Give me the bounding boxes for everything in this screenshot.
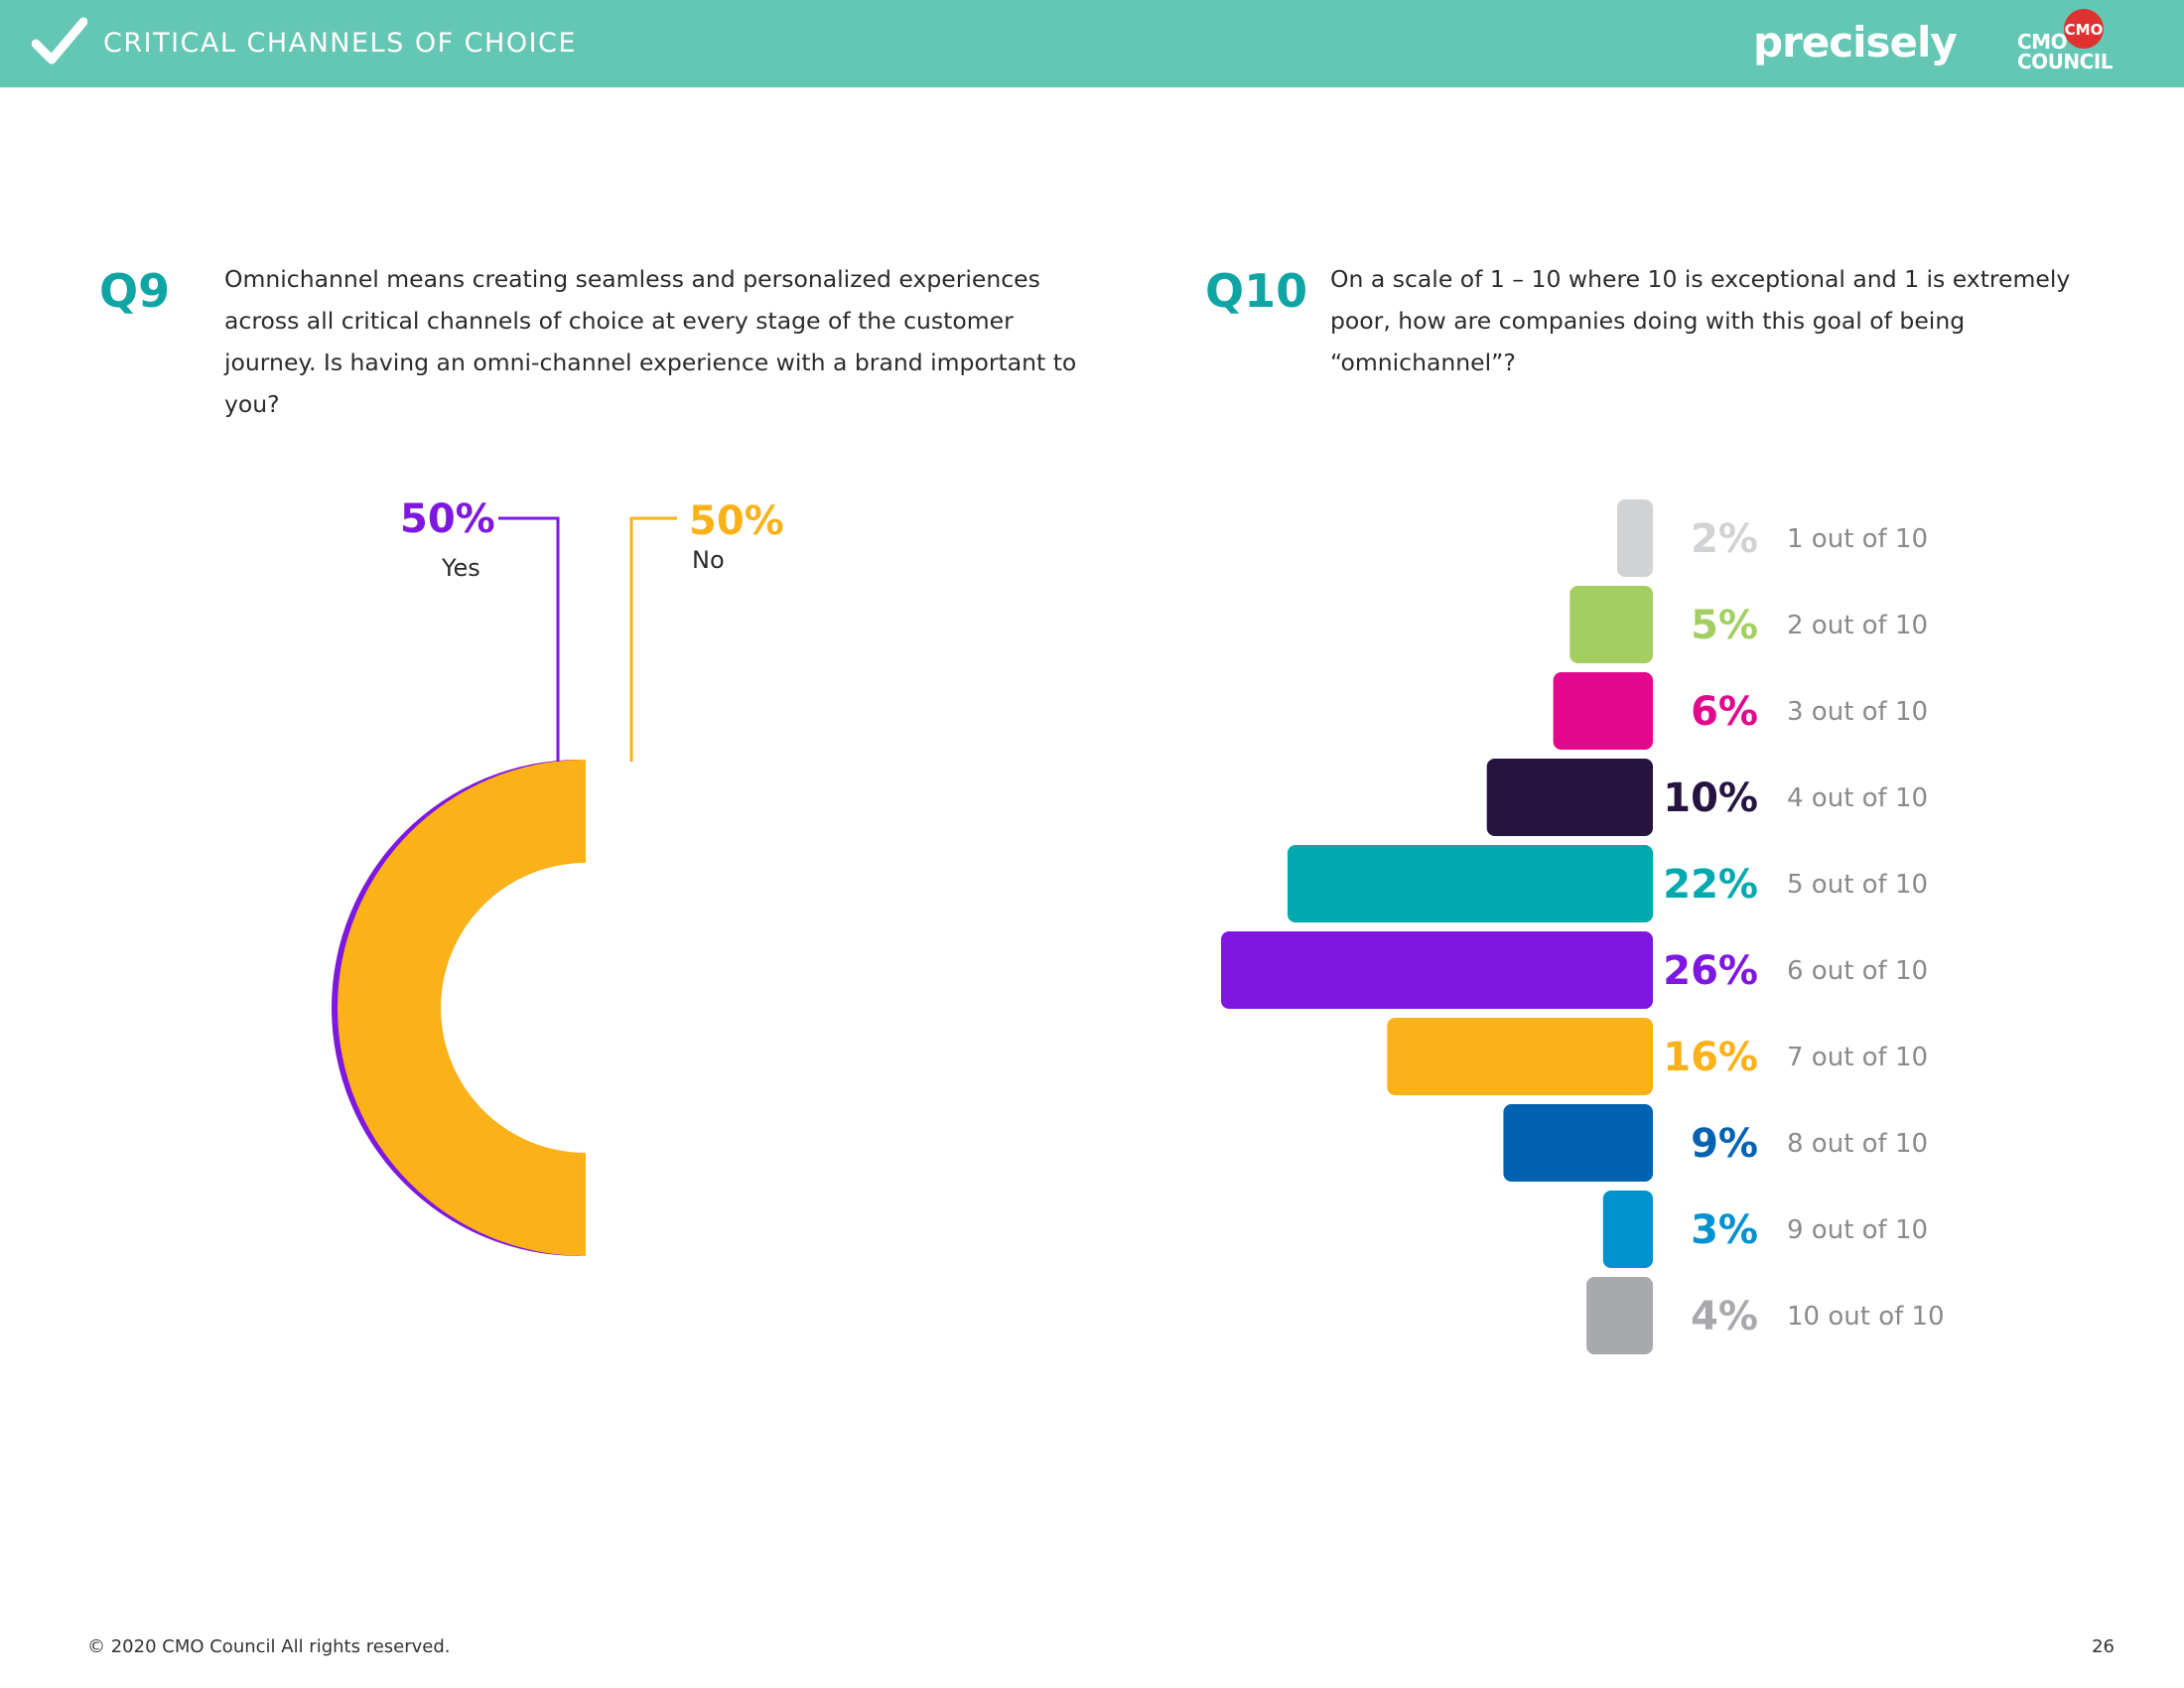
section-title: CRITICAL CHANNELS OF CHOICE [103,28,577,59]
bar-value-2: 5% [1691,603,1758,648]
council-logo-line1: CMO [2017,30,2068,54]
donut-value-no: 50% [689,498,784,544]
header-bar: CRITICAL CHANNELS OF CHOICE precisely CM… [0,0,2184,87]
leader-line-yes [498,516,560,762]
bar-10 [1586,1277,1653,1354]
donut-slice-no [338,760,586,1256]
copyright: © 2020 CMO Council All rights reserved. [87,1636,451,1657]
bar-6 [1221,931,1653,1009]
bar-5 [1287,845,1653,922]
bar-category-8: 8 out of 10 [1787,1129,1928,1159]
bar-value-1: 2% [1691,516,1758,562]
q9-question: Omnichannel means creating seamless and … [224,265,1077,418]
bar-category-9: 9 out of 10 [1787,1215,1928,1245]
donut-label-yes: Yes [441,554,480,582]
bar-category-5: 5 out of 10 [1787,870,1928,900]
donut-label-no: No [692,546,725,574]
bar-category-7: 7 out of 10 [1787,1043,1928,1072]
bar-value-4: 10% [1663,775,1758,821]
council-logo-line2: COUNCIL [2017,50,2114,73]
page-number: 26 [2092,1636,2115,1657]
bar-1 [1617,499,1653,577]
bar-category-6: 6 out of 10 [1787,956,1928,986]
bar-category-1: 1 out of 10 [1787,524,1928,554]
bar-value-8: 9% [1691,1121,1758,1167]
bar-8 [1503,1104,1653,1182]
bar-value-10: 4% [1691,1294,1758,1339]
q9-number: Q9 [99,264,171,318]
bar-3 [1553,672,1653,750]
q10-number: Q10 [1205,264,1308,318]
bar-value-5: 22% [1663,862,1758,908]
bar-category-4: 4 out of 10 [1787,783,1928,813]
bar-category-10: 10 out of 10 [1787,1302,1945,1332]
cmo-badge-icon: CMO [2064,9,2104,49]
leader-line-no [629,516,677,762]
bar-category-2: 2 out of 10 [1787,611,1928,640]
cmo-badge-text: CMO [2065,21,2104,39]
q10-question: On a scale of 1 – 10 where 10 is excepti… [1330,265,2071,376]
bar-value-9: 3% [1691,1207,1758,1253]
checkmark-icon [32,17,87,65]
bar-value-6: 26% [1663,948,1758,994]
donut-value-yes: 50% [400,496,495,542]
bar-7 [1387,1018,1653,1095]
bar-4 [1486,759,1653,836]
bar-value-3: 6% [1691,689,1758,735]
bar-2 [1570,586,1653,663]
cmo-council-logo: CMO CMO COUNCIL [2013,6,2114,81]
bar-9 [1602,1191,1653,1268]
precisely-logo: precisely [1753,18,1958,67]
bar-category-3: 3 out of 10 [1787,697,1928,727]
bar-value-7: 16% [1663,1035,1758,1080]
